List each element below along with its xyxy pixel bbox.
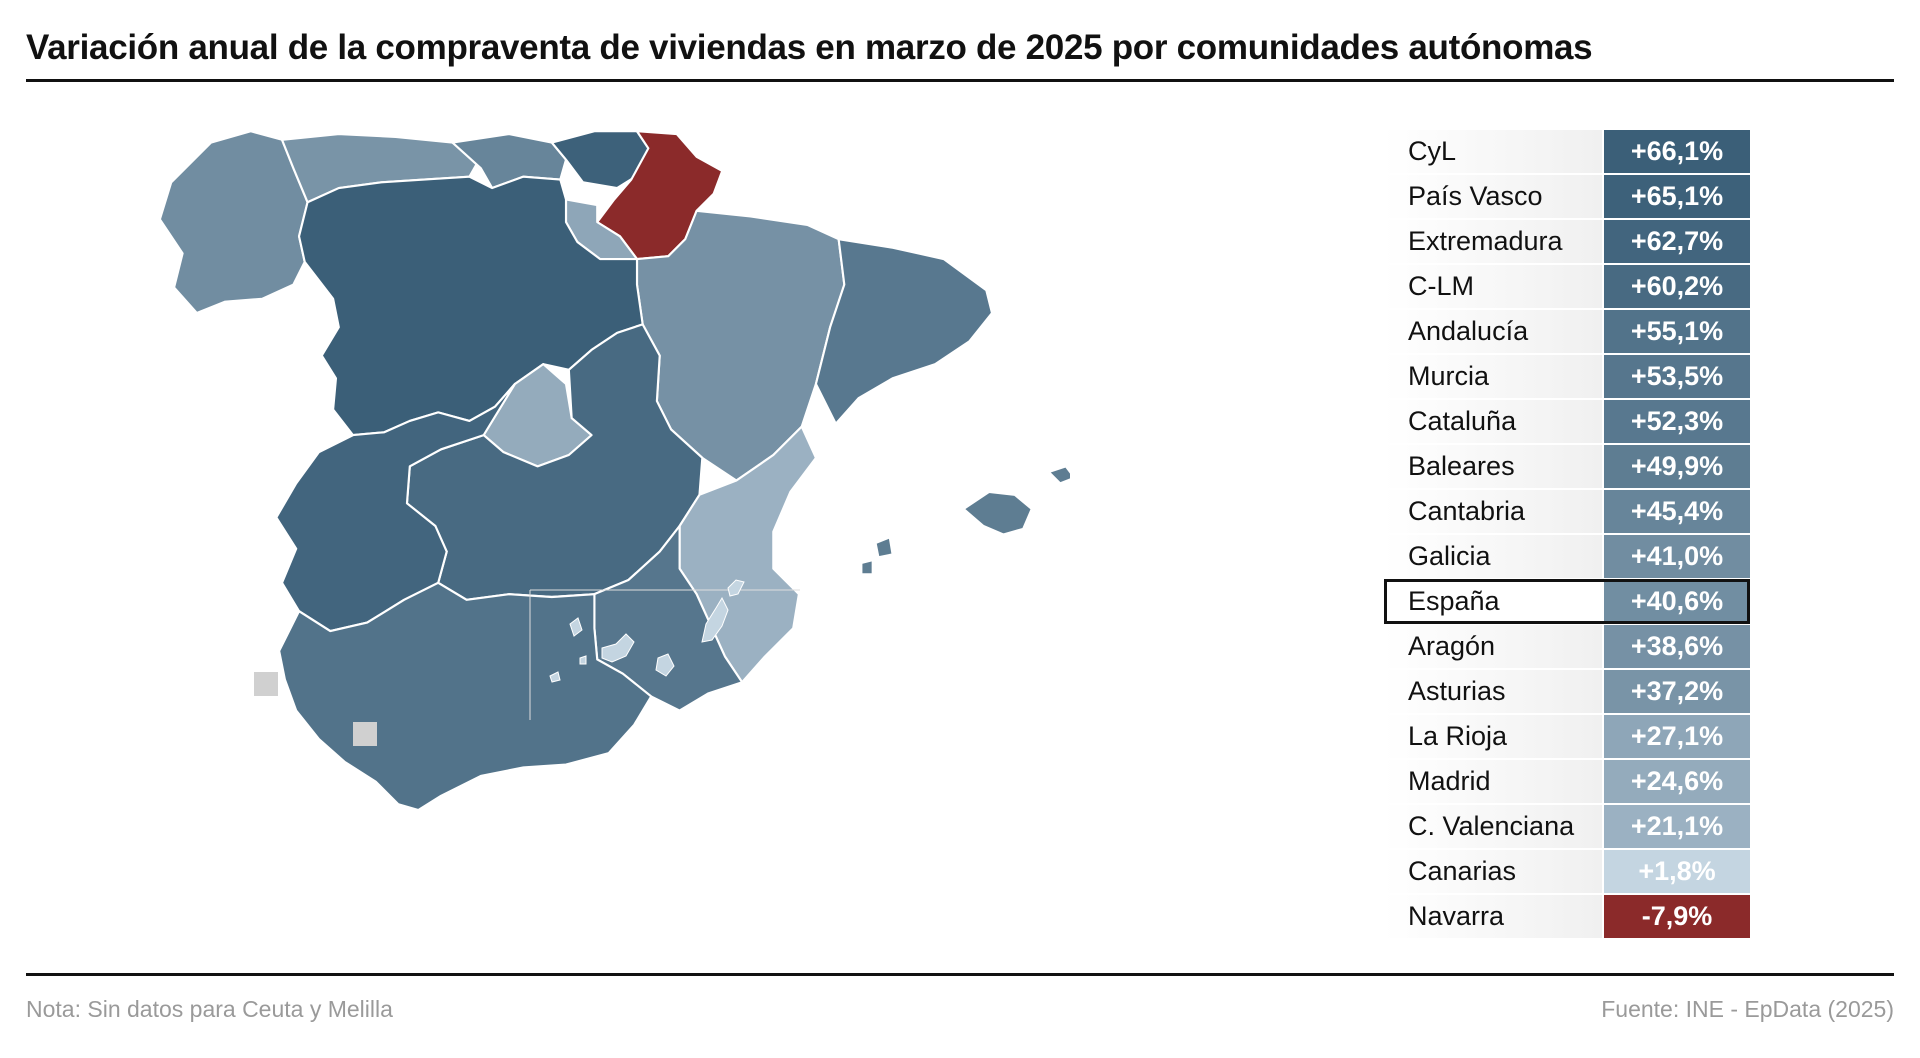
footer-note: Nota: Sin datos para Ceuta y Melilla bbox=[26, 996, 393, 1022]
row-change-value: +21,1% bbox=[1604, 805, 1750, 848]
row-region-name: Cantabria bbox=[1384, 490, 1602, 533]
table-row: Madrid +24,6% bbox=[1384, 760, 1750, 805]
row-change-value: +62,7% bbox=[1604, 220, 1750, 263]
region-canarias-island bbox=[655, 653, 675, 677]
row-region-name: País Vasco bbox=[1384, 175, 1602, 218]
row-change-value: +49,9% bbox=[1604, 445, 1750, 488]
row-region-name: Madrid bbox=[1384, 760, 1602, 803]
row-change-value: +41,0% bbox=[1604, 535, 1750, 578]
table-row: C. Valenciana +21,1% bbox=[1384, 805, 1750, 850]
row-change-value: +37,2% bbox=[1604, 670, 1750, 713]
row-region-name: Asturias bbox=[1384, 670, 1602, 713]
row-change-value: +53,5% bbox=[1604, 355, 1750, 398]
row-region-name: C-LM bbox=[1384, 265, 1602, 308]
row-change-value: +24,6% bbox=[1604, 760, 1750, 803]
table-row: Cantabria +45,4% bbox=[1384, 490, 1750, 535]
footer-source: Fuente: INE - EpData (2025) bbox=[1601, 996, 1894, 1022]
row-change-value: +66,1% bbox=[1604, 130, 1750, 173]
row-region-name: Andalucía bbox=[1384, 310, 1602, 353]
row-region-name: Canarias bbox=[1384, 850, 1602, 893]
region-baleares-island bbox=[874, 536, 894, 559]
table-row: Extremadura +62,7% bbox=[1384, 220, 1750, 265]
row-change-value: +60,2% bbox=[1604, 265, 1750, 308]
row-change-value: +65,1% bbox=[1604, 175, 1750, 218]
region-canarias-island bbox=[579, 655, 587, 665]
table-row: Galicia +41,0% bbox=[1384, 535, 1750, 580]
table-row: Baleares +49,9% bbox=[1384, 445, 1750, 490]
row-region-name: Navarra bbox=[1384, 895, 1602, 938]
table-row: Asturias +37,2% bbox=[1384, 670, 1750, 715]
table-row: País Vasco +65,1% bbox=[1384, 175, 1750, 220]
region-canarias-island bbox=[601, 633, 635, 663]
table-row: Navarra -7,9% bbox=[1384, 895, 1750, 940]
region-canarias-island bbox=[727, 579, 745, 597]
region-baleares-island bbox=[1047, 465, 1070, 485]
row-change-value: +27,1% bbox=[1604, 715, 1750, 758]
region-andalucia bbox=[278, 581, 653, 812]
row-region-name: Galicia bbox=[1384, 535, 1602, 578]
region-baleares-island bbox=[962, 490, 1033, 536]
region-cataluna bbox=[814, 238, 994, 425]
table-row: España +40,6% bbox=[1384, 579, 1750, 625]
row-region-name: Cataluña bbox=[1384, 400, 1602, 443]
title-divider bbox=[26, 79, 1894, 82]
table-row: Andalucía +55,1% bbox=[1384, 310, 1750, 355]
no-data-melilla bbox=[353, 722, 377, 746]
row-region-name: Baleares bbox=[1384, 445, 1602, 488]
table-row: Cataluña +52,3% bbox=[1384, 400, 1750, 445]
row-change-value: +38,6% bbox=[1604, 625, 1750, 668]
region-baleares-island bbox=[860, 559, 874, 576]
table-row: C-LM +60,2% bbox=[1384, 265, 1750, 310]
region-extremadura bbox=[275, 382, 516, 633]
table-row: La Rioja +27,1% bbox=[1384, 715, 1750, 760]
row-change-value: +52,3% bbox=[1604, 400, 1750, 443]
table-row: CyL +66,1% bbox=[1384, 130, 1750, 175]
spain-choropleth-map bbox=[150, 110, 1070, 890]
row-change-value: +40,6% bbox=[1604, 580, 1750, 623]
map-svg bbox=[158, 130, 1070, 812]
row-region-name: Extremadura bbox=[1384, 220, 1602, 263]
region-canarias-island bbox=[549, 671, 561, 683]
region-canarias-island bbox=[569, 617, 583, 637]
row-region-name: La Rioja bbox=[1384, 715, 1602, 758]
footer-divider bbox=[26, 973, 1894, 976]
table-row: Canarias +1,8% bbox=[1384, 850, 1750, 895]
row-change-value: +45,4% bbox=[1604, 490, 1750, 533]
row-change-value: -7,9% bbox=[1604, 895, 1750, 938]
page-title: Variación anual de la compraventa de viv… bbox=[26, 28, 1593, 67]
region-galicia bbox=[158, 130, 309, 315]
row-region-name: C. Valenciana bbox=[1384, 805, 1602, 848]
canarias-inset-frame bbox=[529, 589, 800, 720]
no-data-ceuta bbox=[254, 672, 278, 696]
row-region-name: España bbox=[1384, 580, 1602, 623]
row-region-name: Aragón bbox=[1384, 625, 1602, 668]
region-canarias-island bbox=[701, 596, 729, 643]
row-change-value: +55,1% bbox=[1604, 310, 1750, 353]
row-region-name: Murcia bbox=[1384, 355, 1602, 398]
table-row: Murcia +53,5% bbox=[1384, 355, 1750, 400]
ranking-table: CyL +66,1% País Vasco +65,1% Extremadura +62,… bbox=[1384, 130, 1750, 940]
row-change-value: +1,8% bbox=[1604, 850, 1750, 893]
table-row: Aragón +38,6% bbox=[1384, 625, 1750, 670]
row-region-name: CyL bbox=[1384, 130, 1602, 173]
